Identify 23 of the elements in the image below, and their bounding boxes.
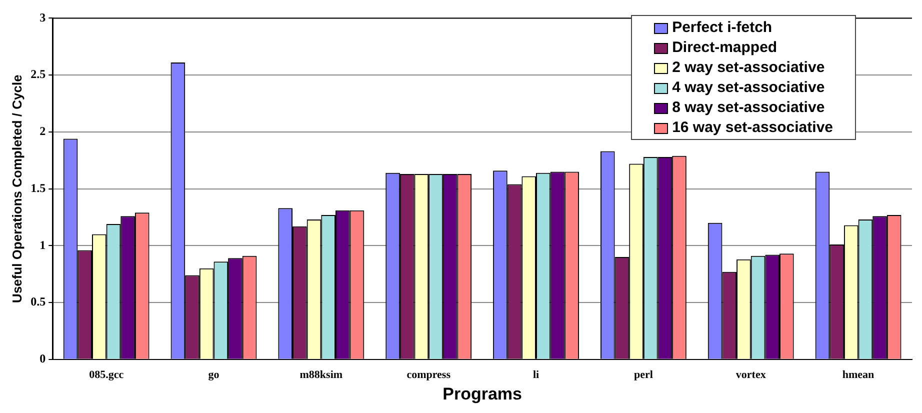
y-tick-label: 0.5 (30, 294, 46, 309)
legend-label: Direct-mapped (672, 38, 778, 58)
y-tick-label: 3 (40, 10, 46, 24)
y-tick-label: 2 (40, 124, 46, 138)
y-tick-label: 2.5 (30, 67, 46, 82)
x-tick-label: go (208, 368, 220, 381)
x-axis-title: Programs (442, 384, 522, 404)
x-tick-label: perl (634, 368, 653, 381)
legend-label: 2 way set-associative (672, 58, 825, 78)
y-tick-label: 0 (40, 351, 46, 366)
x-tick-label: vortex (736, 368, 766, 381)
x-tick-label: li (532, 368, 540, 381)
x-tick-label: m88ksim (300, 368, 343, 381)
legend-label: Perfect i-fetch (672, 18, 772, 38)
x-tick-label: 085.gcc (89, 368, 124, 381)
x-tick-label: hmean (842, 368, 874, 381)
legend-label: 4 way set-associative (672, 78, 825, 98)
x-tick-label: compress (406, 368, 452, 381)
y-tick-label: 1.5 (30, 180, 46, 195)
legend-label: 16 way set-associative (672, 118, 833, 138)
legend-label: 8 way set-associative (672, 98, 825, 118)
y-axis-title: Useful Operations Completed / Cycle (9, 74, 24, 303)
y-tick-label: 1 (40, 238, 46, 252)
